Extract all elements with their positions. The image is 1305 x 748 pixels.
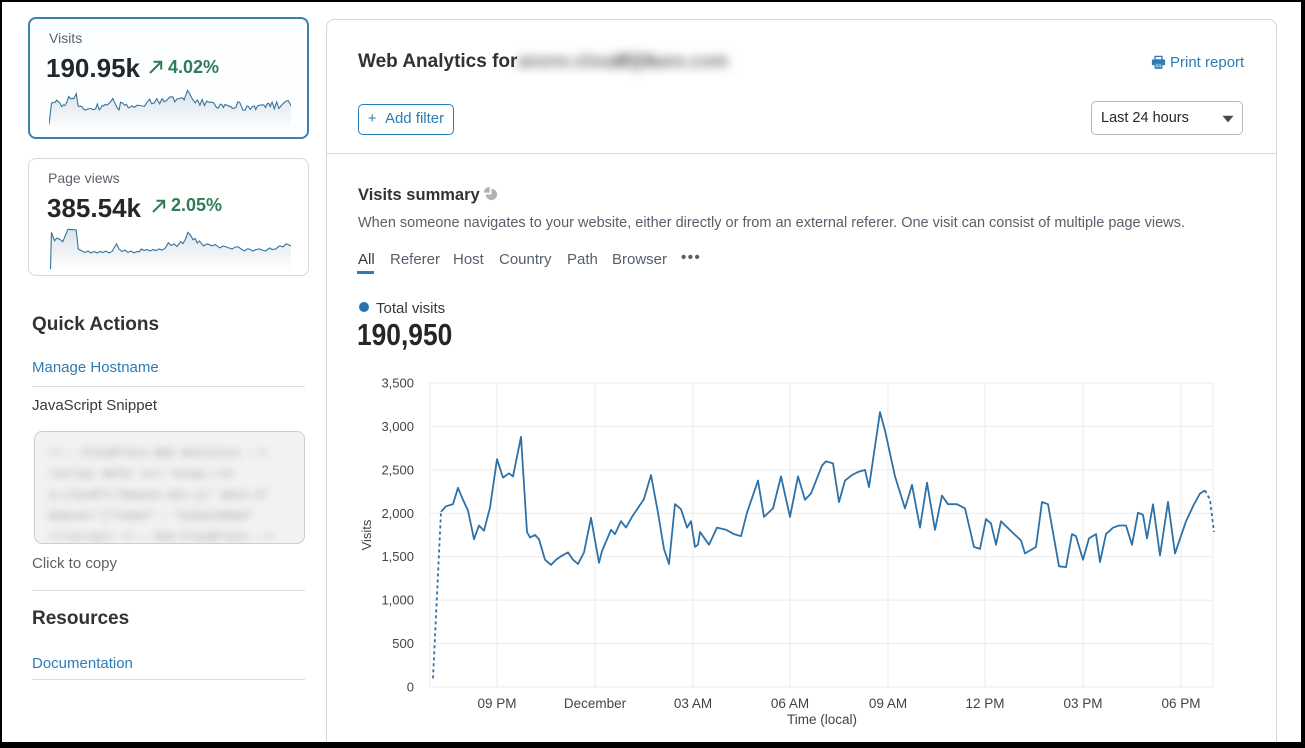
svg-text:3,000: 3,000: [381, 419, 414, 434]
svg-text:12 PM: 12 PM: [965, 696, 1004, 711]
svg-text:1,000: 1,000: [381, 593, 414, 608]
svg-text:1,500: 1,500: [381, 549, 414, 564]
svg-text:06 AM: 06 AM: [771, 696, 809, 711]
svg-text:Visits: Visits: [359, 519, 374, 550]
svg-text:09 AM: 09 AM: [869, 696, 907, 711]
svg-text:2,500: 2,500: [381, 462, 414, 477]
svg-text:December: December: [564, 696, 627, 711]
svg-text:3,500: 3,500: [381, 376, 414, 391]
svg-text:03 PM: 03 PM: [1063, 696, 1102, 711]
svg-text:Time (local): Time (local): [787, 712, 857, 727]
svg-text:2,000: 2,000: [381, 506, 414, 521]
svg-text:09 PM: 09 PM: [477, 696, 516, 711]
svg-text:03 AM: 03 AM: [674, 696, 712, 711]
svg-text:500: 500: [392, 636, 414, 651]
svg-text:06 PM: 06 PM: [1161, 696, 1200, 711]
svg-text:0: 0: [407, 680, 414, 695]
